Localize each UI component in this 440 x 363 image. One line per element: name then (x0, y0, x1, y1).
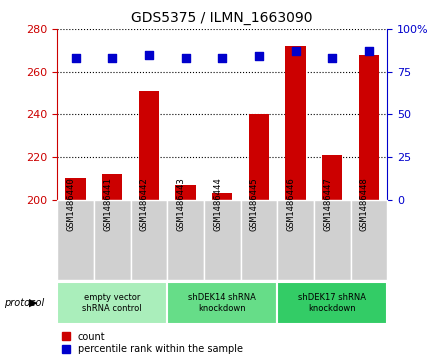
Bar (131, 200, 167, 280)
Text: protocol: protocol (4, 298, 44, 308)
Bar (277, 200, 314, 280)
Text: GSM1486443: GSM1486443 (176, 177, 186, 231)
Text: GSM1486447: GSM1486447 (323, 177, 332, 231)
Title: GDS5375 / ILMN_1663090: GDS5375 / ILMN_1663090 (132, 11, 313, 25)
Point (365, 48, 372, 54)
Text: shDEK17 shRNA
knockdown: shDEK17 shRNA knockdown (298, 293, 366, 313)
Bar (57, 200, 94, 280)
Text: GSM1486448: GSM1486448 (360, 177, 369, 231)
Text: GSM1486441: GSM1486441 (103, 177, 112, 231)
Bar (322, 155, 342, 200)
Point (72, 55, 79, 61)
Text: GSM1486440: GSM1486440 (66, 177, 76, 231)
Bar (359, 54, 379, 200)
Text: GSM1486445: GSM1486445 (250, 177, 259, 231)
Bar (176, 185, 196, 200)
Text: ▶: ▶ (29, 298, 37, 308)
Bar (351, 200, 387, 280)
Bar (57, 282, 167, 325)
Point (182, 55, 189, 61)
Bar (204, 200, 241, 280)
Bar (241, 200, 277, 280)
Bar (314, 200, 351, 280)
Point (329, 55, 336, 61)
Bar (66, 178, 86, 200)
Bar (249, 114, 269, 200)
Bar (102, 174, 122, 200)
Text: GSM1486444: GSM1486444 (213, 177, 222, 231)
Bar (286, 46, 306, 200)
Bar (94, 200, 131, 280)
Point (255, 53, 262, 59)
Point (109, 55, 116, 61)
Bar (212, 193, 232, 200)
Text: shDEK14 shRNA
knockdown: shDEK14 shRNA knockdown (188, 293, 256, 313)
Bar (139, 91, 159, 200)
Point (145, 52, 152, 58)
Text: GSM1486446: GSM1486446 (286, 177, 296, 231)
Bar (167, 282, 277, 325)
Text: GSM1486442: GSM1486442 (140, 177, 149, 231)
Text: empty vector
shRNA control: empty vector shRNA control (82, 293, 142, 313)
Point (292, 48, 299, 54)
Point (219, 55, 226, 61)
Bar (167, 200, 204, 280)
Legend: count, percentile rank within the sample: count, percentile rank within the sample (62, 331, 242, 355)
Bar (277, 282, 387, 325)
